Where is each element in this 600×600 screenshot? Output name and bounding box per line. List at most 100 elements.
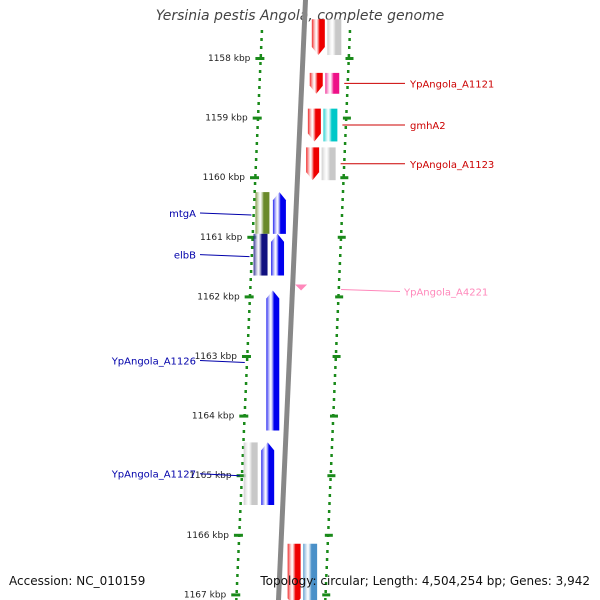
tick-label: 1164 kbp	[192, 412, 235, 422]
axis-dot-left	[260, 38, 263, 41]
axis-dot-left	[254, 174, 257, 177]
axis-dot-left	[249, 286, 252, 289]
axis-dot-left	[239, 510, 242, 513]
axis-dot-left	[249, 270, 253, 273]
reverse-gene-arrow[interactable]	[272, 192, 286, 234]
axis-dot-left	[247, 318, 251, 321]
axis-dot-right	[335, 342, 338, 345]
axis-dot-right	[330, 454, 333, 457]
axis-dot-right	[332, 398, 336, 401]
reverse-gene-category-box	[253, 233, 268, 276]
axis-dot-right	[345, 110, 348, 113]
axis-dot-right	[329, 462, 333, 465]
axis-dot-left	[236, 558, 240, 561]
axis-dot-left	[255, 134, 259, 137]
axis-tick	[247, 235, 257, 239]
axis-dot-right	[325, 558, 329, 561]
axis-dot-right	[331, 438, 334, 441]
reverse-gene-label[interactable]: elbB	[174, 251, 196, 262]
axis-dot-left	[237, 542, 241, 545]
axis-dot-left	[245, 358, 249, 361]
reverse-gene-label[interactable]: YpAngola_A1127	[111, 470, 196, 481]
tick-label: 1167 kbp	[184, 590, 227, 600]
axis-dot-right	[344, 126, 348, 129]
axis-dot-right	[341, 198, 344, 201]
axis-dot-right	[346, 86, 349, 89]
axis-dot-right	[330, 446, 334, 449]
reverse-gene-label[interactable]: mtgA	[169, 209, 196, 220]
axis-dot-right	[348, 38, 351, 41]
pseudo-gene-label[interactable]: YpAngola_A4221	[403, 287, 488, 298]
axis-dot-right	[328, 486, 332, 489]
axis-dot-right	[327, 518, 331, 521]
axis-dot-left	[259, 62, 262, 65]
tick-label: 1160 kbp	[203, 173, 246, 183]
axis-dot-left	[254, 166, 258, 169]
axis-dot-left	[259, 46, 263, 49]
axis-dot-right	[342, 174, 345, 177]
forward-gene-label[interactable]: YpAngola_A1121	[409, 79, 494, 90]
axis-dot-right	[325, 566, 328, 569]
axis-dot-right	[328, 502, 331, 505]
axis-dot-left	[253, 182, 257, 185]
axis-dot-right	[331, 430, 334, 433]
axis-dot-left	[246, 334, 250, 337]
axis-dot-left	[259, 54, 263, 57]
axis-dot-left	[260, 30, 264, 33]
forward-gene-arrow[interactable]	[307, 108, 321, 142]
forward-gene-arrow[interactable]	[287, 543, 301, 600]
axis-dot-left	[237, 550, 240, 553]
axis-dot-left	[236, 566, 240, 569]
axis-dot-left	[255, 150, 258, 153]
reverse-gene-arrow[interactable]	[266, 290, 280, 431]
axis-dot-right	[336, 310, 340, 313]
axis-dot-right	[343, 158, 346, 161]
axis-tick	[244, 295, 254, 299]
axis-dot-left	[240, 486, 243, 489]
axis-dot-left	[251, 238, 254, 241]
axis-dot-left	[243, 422, 246, 425]
label-leader-line	[199, 359, 245, 363]
axis-dot-left	[258, 86, 261, 89]
reverse-gene-label[interactable]: YpAngola_A1126	[111, 356, 196, 367]
axis-dot-right	[328, 494, 332, 497]
axis-dot-left	[244, 398, 247, 401]
forward-gene-arrow[interactable]	[309, 72, 323, 94]
axis-dot-left	[239, 502, 242, 505]
forward-gene-arrow[interactable]	[311, 19, 325, 56]
axis-dot-left	[256, 126, 259, 129]
axis-dot-right	[344, 134, 347, 137]
axis-dot-left	[243, 406, 247, 409]
axis-tick	[322, 593, 331, 597]
axis-dot-left	[245, 366, 249, 369]
axis-dot-right	[339, 238, 343, 241]
axis-dot-left	[235, 590, 238, 593]
forward-gene-category-box	[303, 543, 318, 600]
axis-dot-right	[329, 478, 332, 481]
pseudo-gene-marker[interactable]	[295, 284, 308, 291]
reverse-gene-arrow[interactable]	[271, 233, 285, 276]
axis-tick	[332, 355, 341, 358]
axis-dot-left	[248, 302, 251, 305]
reverse-gene-arrow[interactable]	[261, 442, 275, 505]
axis-dot-right	[338, 262, 342, 265]
axis-dot-right	[343, 142, 347, 145]
axis-dot-right	[327, 510, 331, 513]
axis-tick	[335, 295, 344, 299]
axis-dot-right	[329, 470, 333, 473]
axis-tick	[255, 57, 265, 60]
forward-gene-label[interactable]: YpAngola_A1123	[409, 160, 494, 171]
forward-gene-label[interactable]: gmhA2	[410, 121, 446, 132]
reverse-gene-category-box	[243, 442, 258, 505]
forward-gene-arrow[interactable]	[306, 147, 320, 181]
topology-text: Topology: circular; Length: 4,504,254 bp…	[260, 574, 590, 588]
axis-dot-left	[242, 430, 246, 433]
forward-gene-category-box	[327, 19, 342, 56]
axis-dot-right	[337, 286, 341, 289]
axis-dot-left	[258, 78, 261, 81]
axis-tick	[342, 116, 351, 120]
label-leader-line	[199, 212, 252, 216]
axis-dot-left	[240, 478, 243, 481]
